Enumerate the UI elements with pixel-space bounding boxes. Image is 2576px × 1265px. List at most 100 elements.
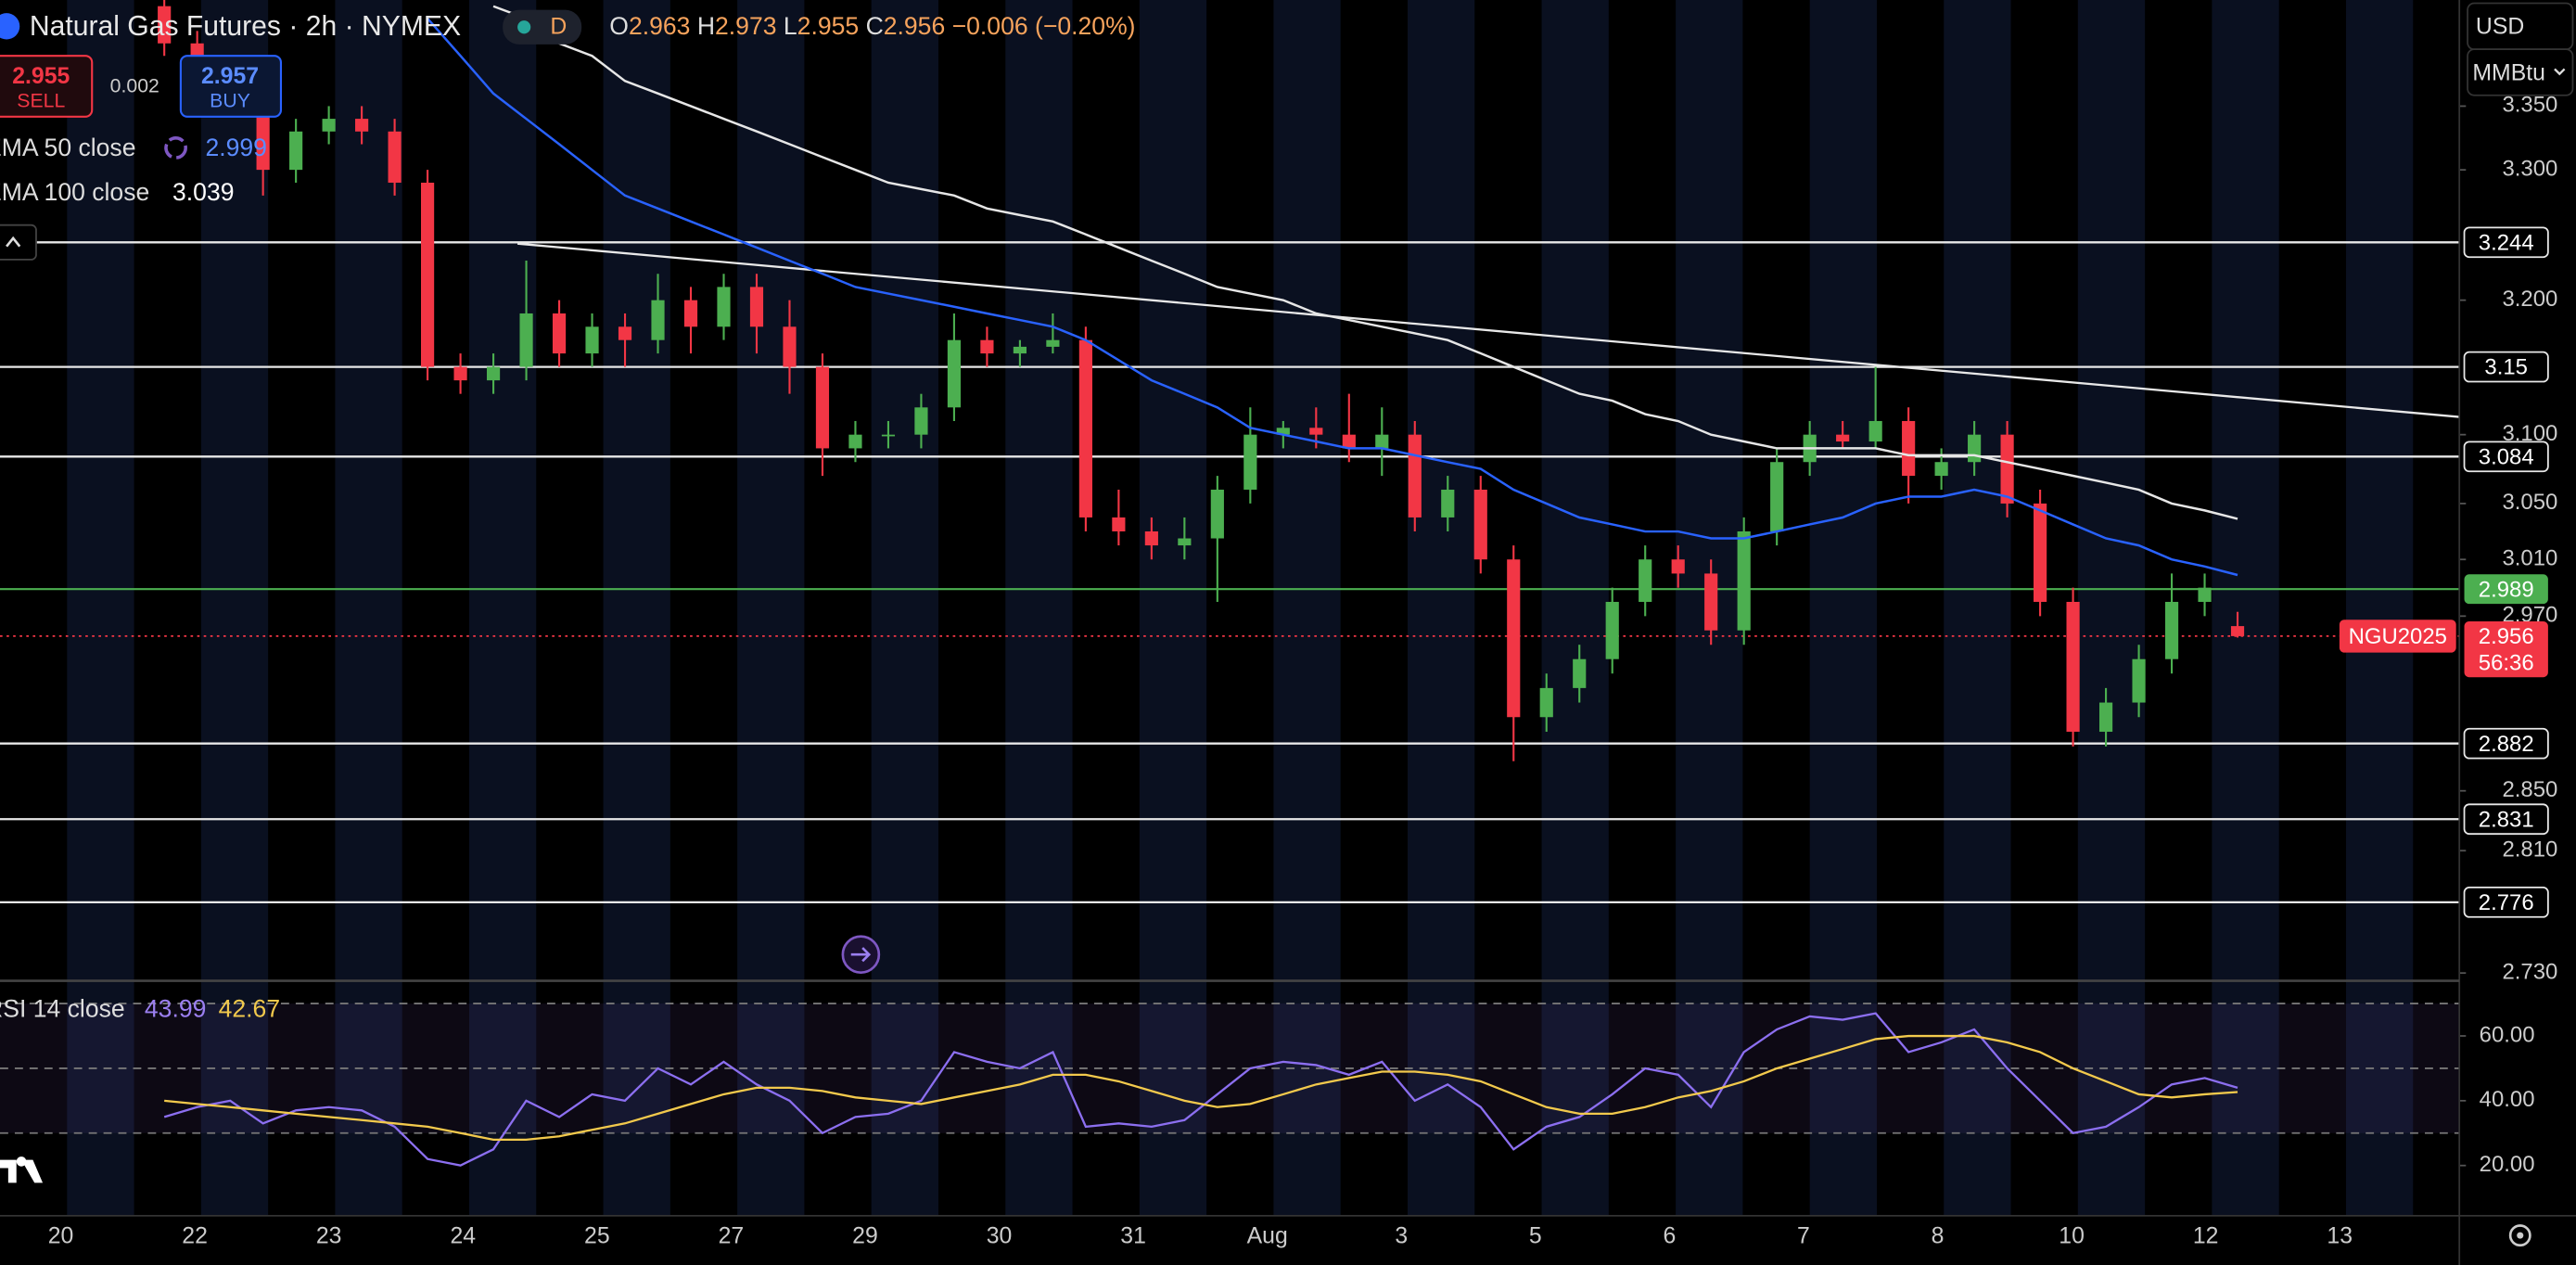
- settings-icon: [2517, 1232, 2524, 1239]
- level-tag: [2463, 226, 2549, 259]
- symbol-tag-label: NGU2025: [2349, 624, 2447, 649]
- candle-body: [1671, 559, 1685, 574]
- candle-body: [2132, 658, 2146, 703]
- candle-body: [1704, 573, 1718, 631]
- unit: MMBtu: [2472, 60, 2545, 85]
- candle-body: [1013, 346, 1027, 354]
- session-stripe: [1139, 0, 1207, 1216]
- candle-body: [1473, 489, 1487, 560]
- buy-button[interactable]: [179, 55, 283, 118]
- level-tag: [2463, 887, 2549, 918]
- ohlc-letter: H: [697, 12, 715, 40]
- candle-body: [783, 326, 797, 367]
- level-label: 2.882: [2479, 732, 2534, 757]
- countdown: 56:36: [2479, 650, 2534, 675]
- session-stripe: [1944, 0, 2011, 1216]
- session-stripe: [871, 0, 938, 1216]
- x-tick-label: 12: [2193, 1223, 2219, 1248]
- level-tag: [2463, 727, 2549, 760]
- candle-body: [1968, 434, 1982, 463]
- session-stripe: [737, 0, 805, 1216]
- level-tag: [2463, 351, 2549, 383]
- session-stripe: [603, 0, 670, 1216]
- candle-body: [1934, 462, 1948, 477]
- level-tag: [2463, 441, 2549, 473]
- y-tick-label: 3.200: [2502, 287, 2557, 312]
- candle-body: [1408, 434, 1422, 518]
- market-status: [517, 20, 531, 34]
- collapse-icon: [6, 236, 21, 248]
- candle-body: [2000, 434, 2014, 504]
- candle-body: [2098, 702, 2113, 733]
- session-stripe: [1407, 0, 1475, 1216]
- candle-body: [1046, 339, 1060, 347]
- y-tick-label: 3.050: [2502, 490, 2557, 515]
- x-tick-label: 29: [852, 1223, 878, 1248]
- candle-body: [618, 326, 632, 340]
- candle-body: [355, 119, 369, 132]
- candle-body: [1144, 530, 1158, 546]
- ohlc-value: 2.955: [797, 12, 859, 40]
- candle-body: [1112, 517, 1126, 531]
- candle-body: [486, 366, 501, 381]
- spread: 0.002: [110, 74, 159, 96]
- candle-body: [683, 300, 698, 327]
- candle-body: [1078, 339, 1092, 518]
- ema100-value: 3.039: [172, 178, 234, 206]
- candle-body: [980, 339, 994, 354]
- ohlc: O2.963 H2.973 L2.955 C2.956 −0.006 (−0.2…: [609, 12, 1135, 40]
- candle-body: [1178, 538, 1192, 546]
- session-stripe: [1809, 0, 1877, 1216]
- x-tick-label: 23: [316, 1223, 342, 1248]
- x-tick-label: 27: [719, 1223, 745, 1248]
- candle-body: [2034, 503, 2047, 602]
- collapse-button[interactable]: [0, 224, 37, 261]
- level-label: 2.831: [2479, 807, 2534, 832]
- candle-body: [388, 131, 402, 183]
- unit-chevron: [2554, 68, 2566, 76]
- ohlc-letter: L: [784, 12, 797, 40]
- y-tick-label: 3.010: [2502, 546, 2557, 571]
- sell-button[interactable]: [0, 55, 94, 118]
- candle-body: [1309, 428, 1323, 435]
- sell-price: 2.955: [12, 64, 70, 89]
- x-tick-label: 25: [584, 1223, 610, 1248]
- session-stripe: [1541, 0, 1609, 1216]
- candle-body: [2230, 626, 2245, 636]
- level-label: 2.776: [2479, 890, 2534, 915]
- candle-body: [1441, 489, 1455, 518]
- candle-body: [1639, 559, 1652, 602]
- session-stripe: [2345, 0, 2414, 1216]
- candle-body: [421, 182, 435, 367]
- candle-body: [947, 339, 962, 408]
- x-tick-label: 30: [987, 1223, 1013, 1248]
- candle-body: [1770, 462, 1784, 531]
- level-label: 3.244: [2479, 230, 2534, 255]
- session-stripe: [2212, 0, 2279, 1216]
- x-tick-label: 20: [48, 1223, 74, 1248]
- interval-badge: D: [550, 15, 567, 40]
- level-label: 3.084: [2479, 444, 2534, 469]
- rsi-line: [164, 1034, 2238, 1141]
- candle-body: [322, 119, 336, 132]
- ema-line: [427, 18, 2238, 577]
- candle-body: [1868, 420, 1882, 442]
- buy-label: BUY: [210, 89, 250, 111]
- y-tick-label: 2.850: [2502, 777, 2557, 802]
- x-tick-label: 5: [1529, 1223, 1542, 1248]
- x-tick-label: Aug: [1247, 1223, 1288, 1248]
- settings-button[interactable]: [2508, 1224, 2531, 1247]
- candle-body: [1210, 489, 1224, 539]
- unit-button[interactable]: [2467, 48, 2574, 96]
- x-tick-label: 7: [1797, 1223, 1810, 1248]
- candle-body: [519, 313, 533, 367]
- candle-body: [1573, 658, 1587, 688]
- ohlc-value: 2.963: [629, 12, 690, 40]
- status-pill[interactable]: [503, 9, 582, 45]
- ema50-value: 2.999: [205, 134, 266, 161]
- rsi-tick-label: 20.00: [2480, 1152, 2535, 1177]
- symbol-icon: [0, 13, 20, 40]
- ema100-label: EMA 100 close: [0, 178, 149, 206]
